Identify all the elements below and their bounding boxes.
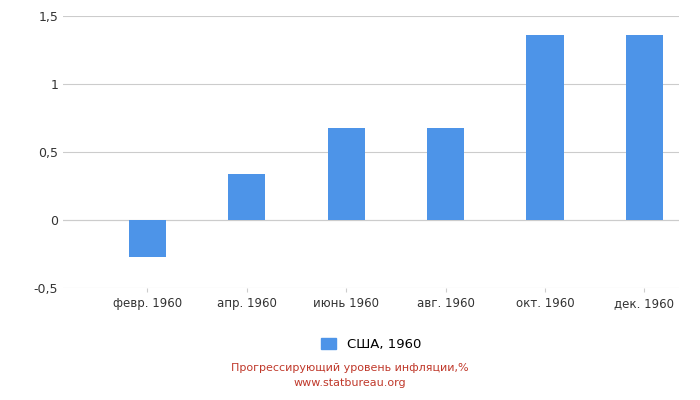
Bar [427, 128, 464, 220]
Legend: США, 1960: США, 1960 [315, 333, 427, 356]
Bar [626, 35, 663, 220]
Bar [328, 128, 365, 220]
Bar [129, 220, 166, 257]
Bar [228, 174, 265, 220]
Text: Прогрессирующий уровень инфляции,%
www.statbureau.org: Прогрессирующий уровень инфляции,% www.s… [231, 363, 469, 388]
Bar [526, 35, 564, 220]
